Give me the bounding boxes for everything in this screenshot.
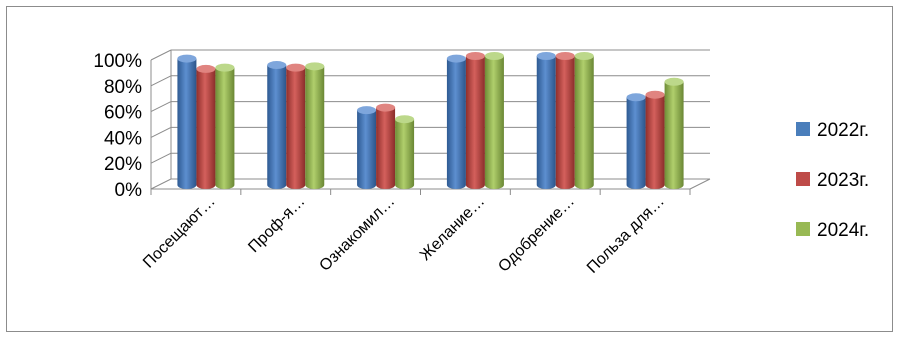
y-tick-label: 20% — [104, 154, 142, 175]
bars — [177, 52, 684, 189]
gridline-side — [150, 75, 172, 87]
x-tick-label: Посещают… — [140, 193, 219, 272]
bar — [626, 93, 646, 189]
bar — [465, 52, 485, 189]
bar — [267, 61, 287, 189]
bar — [357, 106, 377, 189]
legend-label: 2024г. — [817, 220, 869, 241]
bar — [555, 52, 575, 189]
floor-edge — [689, 178, 711, 190]
bar — [177, 54, 197, 189]
x-tick-label: Одобрение… — [495, 193, 578, 276]
legend: 2022г. 2023г. 2024г. — [796, 120, 869, 241]
y-tick-label: 60% — [104, 103, 142, 124]
bar — [395, 115, 415, 189]
gridline-side — [150, 126, 172, 138]
bar — [574, 52, 594, 189]
legend-swatch — [796, 222, 810, 236]
x-tick-labels: Посещают… Проф-я… Ознакомил… Желание… Одобре… — [140, 193, 668, 277]
gridline-side — [150, 152, 172, 164]
bar — [536, 52, 556, 189]
bar — [376, 103, 396, 189]
y-tick-labels: 0% 20% 40% 60% 80% 100% — [93, 51, 142, 201]
x-tick-label: Польза для… — [584, 193, 668, 277]
bar — [446, 54, 466, 189]
x-tick-label: Желание… — [417, 193, 488, 264]
legend-label: 2022г. — [817, 120, 869, 141]
legend-swatch — [796, 122, 810, 136]
gridline-side — [150, 178, 172, 190]
bar — [645, 90, 665, 189]
gridline-side — [150, 49, 172, 61]
y-tick-label: 0% — [115, 180, 143, 201]
axes — [150, 50, 711, 195]
y-tick-label: 100% — [93, 51, 142, 72]
bar — [305, 62, 325, 189]
bar — [286, 63, 306, 189]
bar — [196, 64, 216, 189]
gridlines — [150, 49, 710, 190]
legend-label: 2023г. — [817, 170, 869, 191]
gridline-side — [150, 101, 172, 113]
bar — [484, 52, 504, 189]
y-tick-label: 80% — [104, 77, 142, 98]
x-tick-label: Проф-я… — [245, 193, 308, 256]
legend-swatch — [796, 172, 810, 186]
bar — [664, 77, 684, 189]
bar — [215, 63, 235, 189]
y-tick-label: 40% — [104, 128, 142, 149]
x-tick-label: Ознакомил… — [316, 193, 398, 275]
